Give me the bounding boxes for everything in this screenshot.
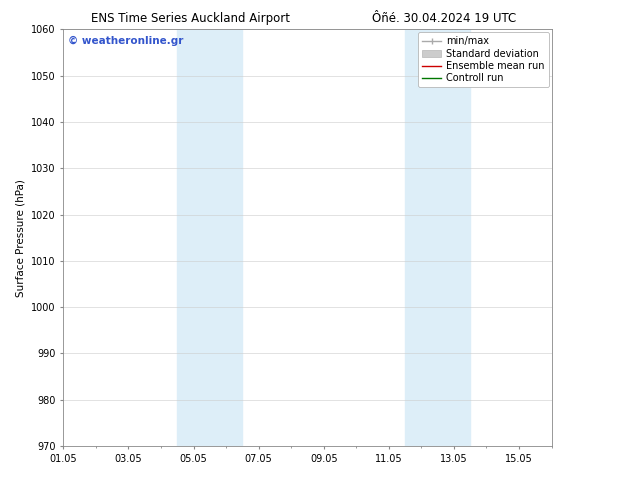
Bar — [405, 29, 470, 446]
Text: © weatheronline.gr: © weatheronline.gr — [68, 36, 184, 46]
Bar — [178, 29, 242, 446]
Text: Ôñé. 30.04.2024 19 UTC: Ôñé. 30.04.2024 19 UTC — [372, 12, 516, 25]
Legend: min/max, Standard deviation, Ensemble mean run, Controll run: min/max, Standard deviation, Ensemble me… — [418, 32, 548, 87]
Text: ENS Time Series Auckland Airport: ENS Time Series Auckland Airport — [91, 12, 290, 25]
Y-axis label: Surface Pressure (hPa): Surface Pressure (hPa) — [16, 179, 25, 296]
